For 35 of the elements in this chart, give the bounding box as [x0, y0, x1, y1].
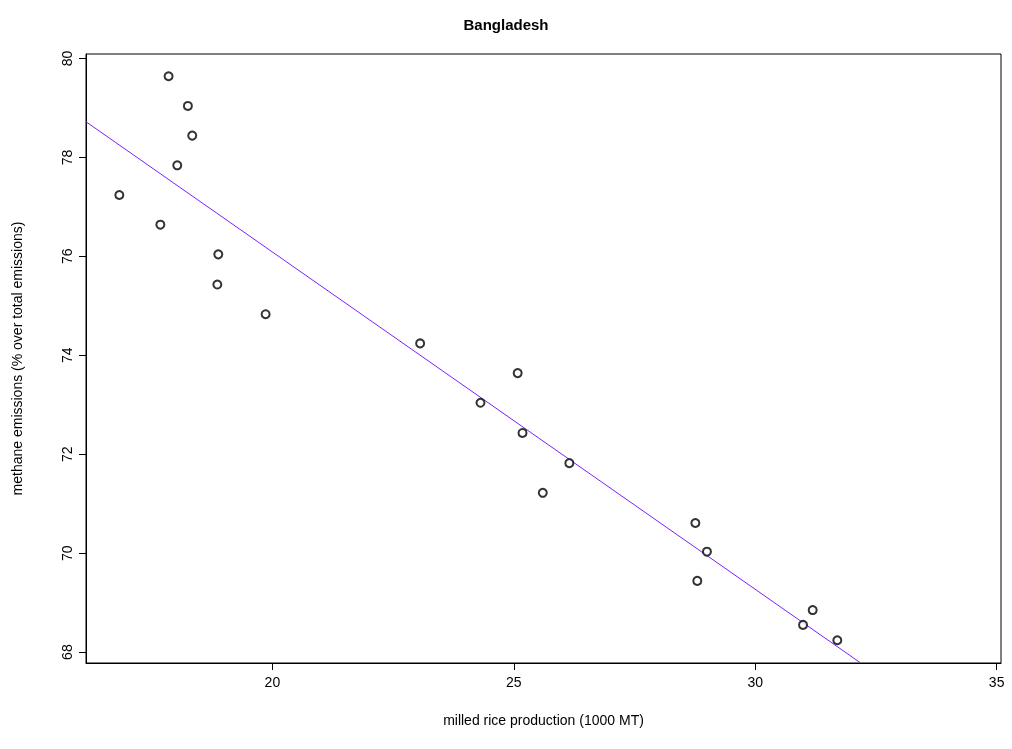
- point: [163, 71, 174, 82]
- point: [187, 130, 198, 141]
- x-tick-label: 30: [747, 674, 764, 690]
- point: [807, 605, 818, 616]
- point: [832, 635, 843, 646]
- point: [564, 458, 575, 469]
- point: [475, 397, 486, 408]
- point: [172, 160, 183, 171]
- y-tick-label: 80: [59, 50, 75, 67]
- x-tick-label: 25: [506, 674, 522, 690]
- y-tick-label: 68: [59, 644, 75, 660]
- point: [537, 487, 548, 498]
- y-tick-label: 70: [59, 545, 75, 561]
- y-tick-label: 72: [59, 446, 75, 463]
- point: [512, 368, 523, 379]
- point: [213, 249, 224, 260]
- y-tick-label: 78: [59, 149, 75, 166]
- point: [798, 619, 809, 630]
- y-axis-title: methane emissions (% over total emissions): [9, 221, 25, 496]
- point: [701, 546, 712, 557]
- x-tick-label: 35: [988, 674, 1005, 690]
- x-tick-label: 20: [264, 674, 281, 690]
- y-tick-label: 76: [59, 248, 75, 265]
- chart-title: Bangladesh: [463, 16, 549, 33]
- x-axis-title: milled rice production (1000 MT): [443, 712, 644, 728]
- point: [155, 219, 166, 230]
- point: [692, 575, 703, 586]
- point: [114, 190, 125, 200]
- point: [182, 100, 193, 111]
- point: [517, 427, 528, 438]
- y-tick-label: 74: [59, 347, 75, 364]
- point: [690, 518, 701, 528]
- point: [415, 338, 426, 349]
- point: [260, 309, 271, 320]
- point: [212, 279, 223, 290]
